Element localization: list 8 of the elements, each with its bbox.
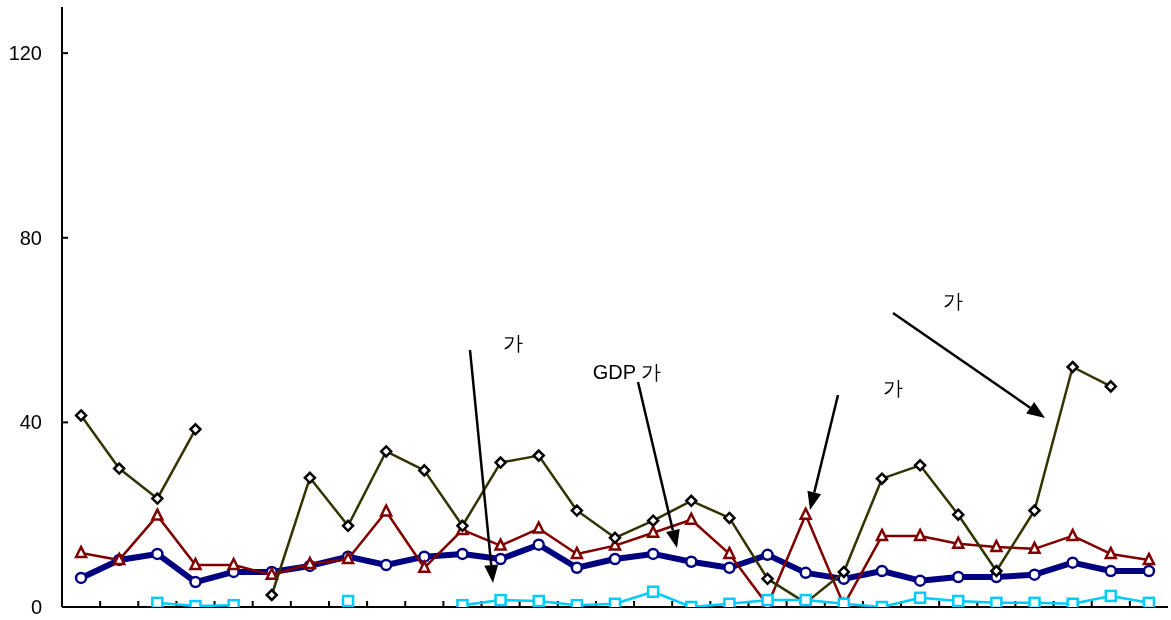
annotation: GDP 가 [592, 361, 662, 383]
y-tick-label: 120 [8, 42, 42, 65]
y-tick-label: 40 [19, 411, 42, 434]
annotation: 가 [503, 332, 523, 354]
annotation: 가 [943, 290, 963, 312]
annotation: 가 [883, 377, 903, 399]
y-tick-label: 80 [19, 226, 42, 249]
y-tick-label: 0 [30, 596, 42, 618]
